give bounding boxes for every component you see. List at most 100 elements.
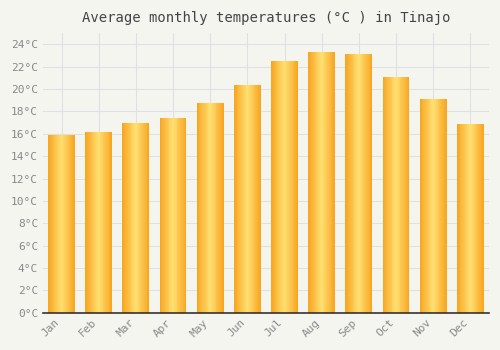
Bar — [346, 55, 347, 313]
Bar — [328, 52, 329, 313]
Bar — [170, 118, 171, 313]
Bar — [395, 77, 396, 313]
Bar — [74, 135, 75, 313]
Bar — [426, 99, 427, 313]
Bar — [62, 135, 64, 313]
Bar — [184, 118, 186, 313]
Bar — [132, 122, 133, 313]
Bar — [128, 122, 130, 313]
Bar — [297, 61, 298, 313]
Bar — [73, 135, 74, 313]
Bar — [483, 124, 484, 313]
Bar — [290, 61, 291, 313]
Bar — [160, 118, 162, 313]
Bar — [327, 52, 328, 313]
Bar — [465, 124, 466, 313]
Bar — [248, 85, 249, 313]
Bar — [212, 103, 213, 313]
Bar — [292, 61, 294, 313]
Bar — [471, 124, 472, 313]
Bar — [54, 135, 56, 313]
Bar — [168, 118, 170, 313]
Bar — [348, 55, 349, 313]
Bar — [111, 132, 112, 313]
Bar — [434, 99, 435, 313]
Bar — [404, 77, 405, 313]
Bar — [48, 135, 49, 313]
Bar — [440, 99, 441, 313]
Bar — [251, 85, 252, 313]
Bar — [208, 103, 210, 313]
Bar — [365, 55, 366, 313]
Bar — [398, 77, 400, 313]
Bar — [396, 77, 397, 313]
Bar — [442, 99, 443, 313]
Bar — [457, 124, 458, 313]
Bar — [476, 124, 478, 313]
Bar — [90, 132, 92, 313]
Bar — [202, 103, 203, 313]
Bar — [98, 132, 100, 313]
Bar — [258, 85, 259, 313]
Bar — [308, 52, 309, 313]
Bar — [133, 122, 134, 313]
Bar — [284, 61, 286, 313]
Bar — [422, 99, 424, 313]
Bar — [180, 118, 181, 313]
Bar — [406, 77, 408, 313]
Bar — [66, 135, 67, 313]
Bar — [387, 77, 388, 313]
Bar — [205, 103, 206, 313]
Bar — [259, 85, 260, 313]
Bar — [136, 122, 137, 313]
Title: Average monthly temperatures (°C ) in Tinajo: Average monthly temperatures (°C ) in Ti… — [82, 11, 450, 25]
Bar — [479, 124, 480, 313]
Bar — [384, 77, 386, 313]
Bar — [405, 77, 406, 313]
Bar — [430, 99, 432, 313]
Bar — [50, 135, 51, 313]
Bar — [241, 85, 242, 313]
Bar — [176, 118, 178, 313]
Bar — [313, 52, 314, 313]
Bar — [358, 55, 359, 313]
Bar — [408, 77, 410, 313]
Bar — [286, 61, 287, 313]
Bar — [49, 135, 50, 313]
Bar — [463, 124, 464, 313]
Bar — [103, 132, 104, 313]
Bar — [206, 103, 208, 313]
Bar — [397, 77, 398, 313]
Bar — [462, 124, 463, 313]
Bar — [135, 122, 136, 313]
Bar — [281, 61, 282, 313]
Bar — [390, 77, 392, 313]
Bar — [219, 103, 220, 313]
Bar — [288, 61, 289, 313]
Bar — [443, 99, 444, 313]
Bar — [95, 132, 96, 313]
Bar — [256, 85, 257, 313]
Bar — [96, 132, 97, 313]
Bar — [174, 118, 175, 313]
Bar — [394, 77, 395, 313]
Bar — [173, 118, 174, 313]
Bar — [312, 52, 313, 313]
Bar — [362, 55, 364, 313]
Bar — [470, 124, 471, 313]
Bar — [70, 135, 72, 313]
Bar — [309, 52, 310, 313]
Bar — [167, 118, 168, 313]
Bar — [274, 61, 276, 313]
Bar — [198, 103, 200, 313]
Bar — [271, 61, 272, 313]
Bar — [386, 77, 387, 313]
Bar — [240, 85, 241, 313]
Bar — [354, 55, 356, 313]
Bar — [382, 77, 384, 313]
Bar — [134, 122, 135, 313]
Bar — [88, 132, 89, 313]
Bar — [200, 103, 202, 313]
Bar — [178, 118, 180, 313]
Bar — [220, 103, 221, 313]
